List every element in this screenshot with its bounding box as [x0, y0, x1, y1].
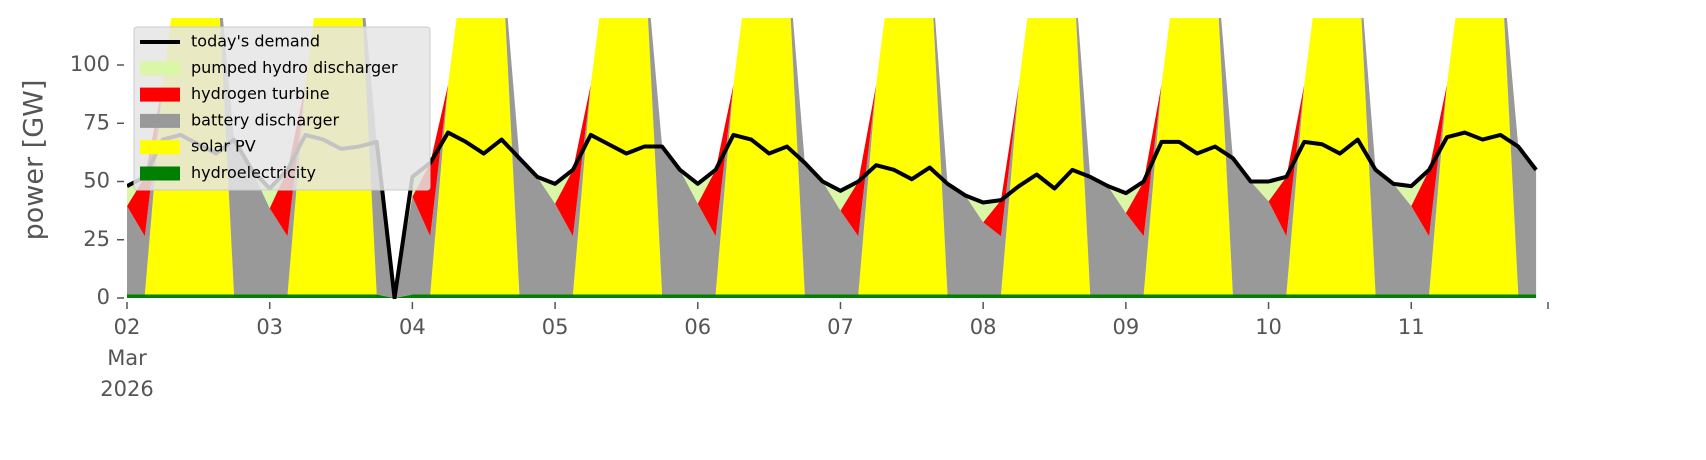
x-tick-label: 09 [1112, 315, 1139, 339]
y-tick-label: 100 [70, 52, 110, 76]
legend-label: hydrogen turbine [191, 84, 330, 103]
legend-swatch [140, 140, 180, 155]
legend-swatch [140, 61, 180, 76]
x-tick-label: 10 [1255, 315, 1282, 339]
x-tick-label: 05 [542, 315, 569, 339]
legend-swatch [140, 166, 180, 181]
x-tick-label: 04 [399, 315, 426, 339]
x-tick-label: 03 [256, 315, 283, 339]
area [127, 294, 1537, 298]
legend-label: battery discharger [191, 110, 339, 129]
area [127, 18, 1537, 298]
legend-swatch [140, 113, 180, 128]
x-tick-label: 08 [970, 315, 997, 339]
y-tick-label: 0 [97, 285, 110, 309]
legend-box [133, 26, 431, 191]
x-tick-label: 07 [827, 315, 854, 339]
legend-label: solar PV [191, 137, 256, 156]
area [127, 18, 1537, 298]
y-axis-label: power [GW] [19, 80, 50, 241]
x-tick-label: 06 [684, 315, 711, 339]
y-tick-label: 25 [83, 227, 110, 251]
legend-swatch [140, 87, 180, 102]
legend-label: hydroelectricity [191, 163, 316, 182]
y-tick-label: 50 [83, 169, 110, 193]
x-tick-label: 02 Mar 2026 [100, 315, 153, 401]
x-tick-label: 11 [1398, 315, 1425, 339]
legend-label: pumped hydro discharger [191, 58, 398, 77]
legend-label: today's demand [191, 32, 320, 51]
y-tick-label: 75 [83, 110, 110, 134]
